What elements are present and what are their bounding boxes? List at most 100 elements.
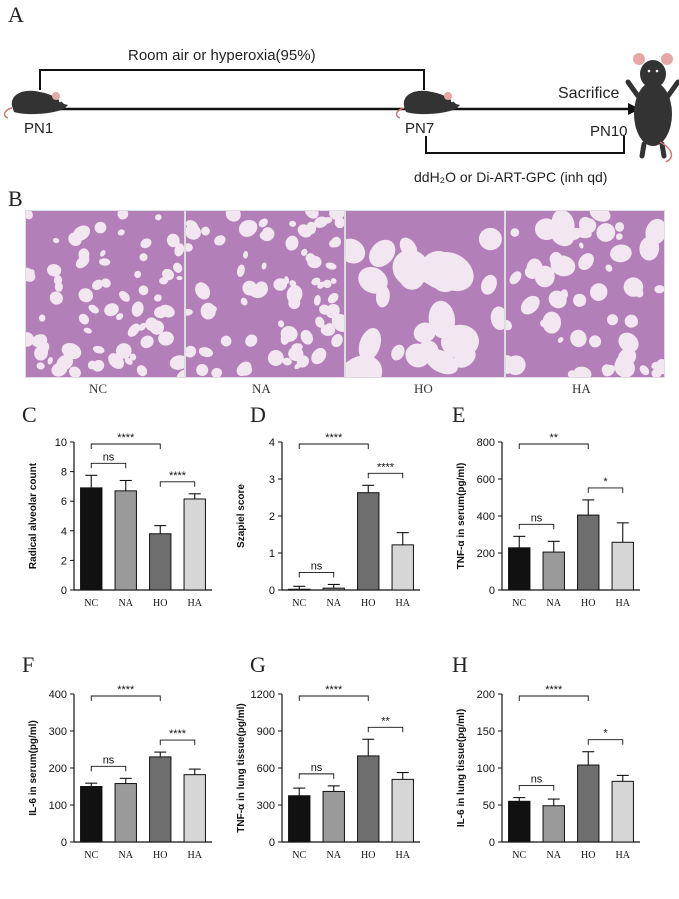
significance-bracket [367, 472, 404, 479]
significance-bracket [90, 462, 127, 469]
y-tick-label: 300 [49, 726, 67, 738]
histology-label-ha: HA [572, 381, 591, 396]
y-tick-label: 50 [483, 800, 495, 812]
y-axis-label: IL-6 in serum(pg/ml) [28, 720, 39, 816]
category-label-ha: HA [616, 598, 631, 609]
category-label-na: NA [547, 850, 562, 861]
significance-bracket [587, 487, 624, 493]
y-tick-label: 8 [61, 467, 67, 479]
panel-letter-c: C [22, 402, 37, 427]
significance-label: ns [103, 754, 115, 766]
significance-label: **** [169, 470, 187, 482]
significance-bracket [518, 443, 589, 449]
pn10-label: PN10 [590, 123, 628, 140]
y-tick-label: 400 [477, 511, 495, 523]
category-label-nc: NC [84, 598, 98, 609]
significance-label: **** [545, 684, 563, 696]
chart-h: 0 50 100 150 200 IL-6 in lung tissue(pg/ml) NC… [444, 684, 654, 874]
significance-bracket [298, 571, 335, 578]
exposure-label: Room air or hyperoxia(95%) [128, 47, 316, 64]
y-tick-label: 200 [49, 763, 67, 775]
significance-bracket [298, 695, 369, 701]
panel-letter-e: E [452, 402, 466, 427]
panel-letter-a: A [8, 2, 24, 27]
significance-label: **** [377, 461, 395, 473]
category-label-ha: HA [616, 850, 631, 861]
y-tick-label: 4 [269, 437, 275, 449]
histology-image-nc [25, 210, 185, 378]
bar-na [322, 790, 345, 843]
y-tick-label: 0 [269, 837, 275, 849]
bar-nc [508, 547, 531, 591]
y-tick-label: 10 [55, 437, 67, 449]
y-tick-label: 6 [61, 496, 67, 508]
significance-label: ns [531, 774, 543, 786]
y-tick-label: 200 [477, 689, 495, 701]
category-label-ho: HO [153, 850, 167, 861]
category-label-nc: NC [512, 598, 526, 609]
experiment-timeline: Room air or hyperoxia(95%) Sacrifice PN1… [0, 30, 679, 195]
category-label-ha: HA [188, 850, 203, 861]
exposure-bracket [39, 69, 425, 90]
bar-ha [391, 778, 414, 843]
significance-bracket [90, 443, 161, 449]
mouse-pn7-icon [395, 90, 460, 119]
y-tick-label: 300 [257, 800, 275, 812]
bar-na [114, 783, 137, 843]
y-tick-label: 1 [269, 548, 275, 560]
y-tick-label: 4 [61, 526, 67, 538]
panel-letter-h: H [452, 652, 468, 677]
bar-nc [80, 487, 103, 591]
y-tick-label: 150 [477, 726, 495, 738]
chart-d: 0 1 2 3 4 Szapiel score NC NA HO HA ns **** **** [224, 432, 434, 622]
significance-label: **** [325, 684, 343, 696]
bar-ho [149, 533, 172, 591]
significance-label: ns [531, 512, 543, 524]
y-tick-label: 400 [49, 689, 67, 701]
y-tick-label: 0 [269, 585, 275, 597]
significance-bracket [159, 481, 196, 487]
y-tick-label: 1200 [251, 689, 275, 701]
significance-label: ns [311, 762, 323, 774]
significance-bracket [518, 523, 555, 530]
y-tick-label: 100 [477, 763, 495, 775]
significance-bracket [518, 695, 589, 701]
y-tick-label: 200 [477, 548, 495, 560]
bar-ho [149, 756, 172, 843]
bar-ha [611, 541, 634, 591]
y-axis-label: IL-6 in lung tissue(pg/ml) [456, 709, 467, 827]
y-axis-label: TNF-α in lung tissue(pg/ml) [236, 703, 247, 832]
category-label-na: NA [327, 850, 342, 861]
bar-na [322, 587, 345, 591]
significance-label: * [603, 728, 608, 740]
treatment-bracket [425, 136, 625, 154]
category-label-ho: HO [361, 598, 375, 609]
histology-image-ho [345, 210, 505, 378]
pn7-label: PN7 [405, 120, 435, 137]
pn1-label: PN1 [24, 120, 54, 137]
y-tick-label: 0 [61, 837, 67, 849]
y-tick-label: 0 [61, 585, 67, 597]
y-tick-label: 0 [489, 837, 495, 849]
y-tick-label: 3 [269, 474, 275, 486]
histology-image-ha [505, 210, 665, 378]
y-tick-label: 600 [477, 474, 495, 486]
y-tick-label: 2 [269, 511, 275, 523]
chart-c: 0 2 4 6 8 10 Radical alveolar count NC NA HO HA ns *… [16, 432, 226, 622]
significance-label: ** [549, 432, 558, 444]
y-axis-label: TNF-α in serum(pg/ml) [456, 463, 467, 570]
category-label-nc: NC [512, 850, 526, 861]
significance-label: ** [381, 715, 390, 727]
category-label-ho: HO [361, 850, 375, 861]
category-label-ho: HO [581, 598, 595, 609]
bar-nc [288, 588, 311, 591]
y-tick-label: 800 [477, 437, 495, 449]
category-label-ho: HO [581, 850, 595, 861]
y-tick-label: 900 [257, 726, 275, 738]
bar-na [542, 805, 565, 843]
timeline-arrowhead [628, 103, 640, 115]
bar-na [114, 490, 137, 591]
bar-ho [577, 764, 600, 843]
significance-label: **** [169, 728, 187, 740]
significance-bracket [587, 739, 624, 745]
